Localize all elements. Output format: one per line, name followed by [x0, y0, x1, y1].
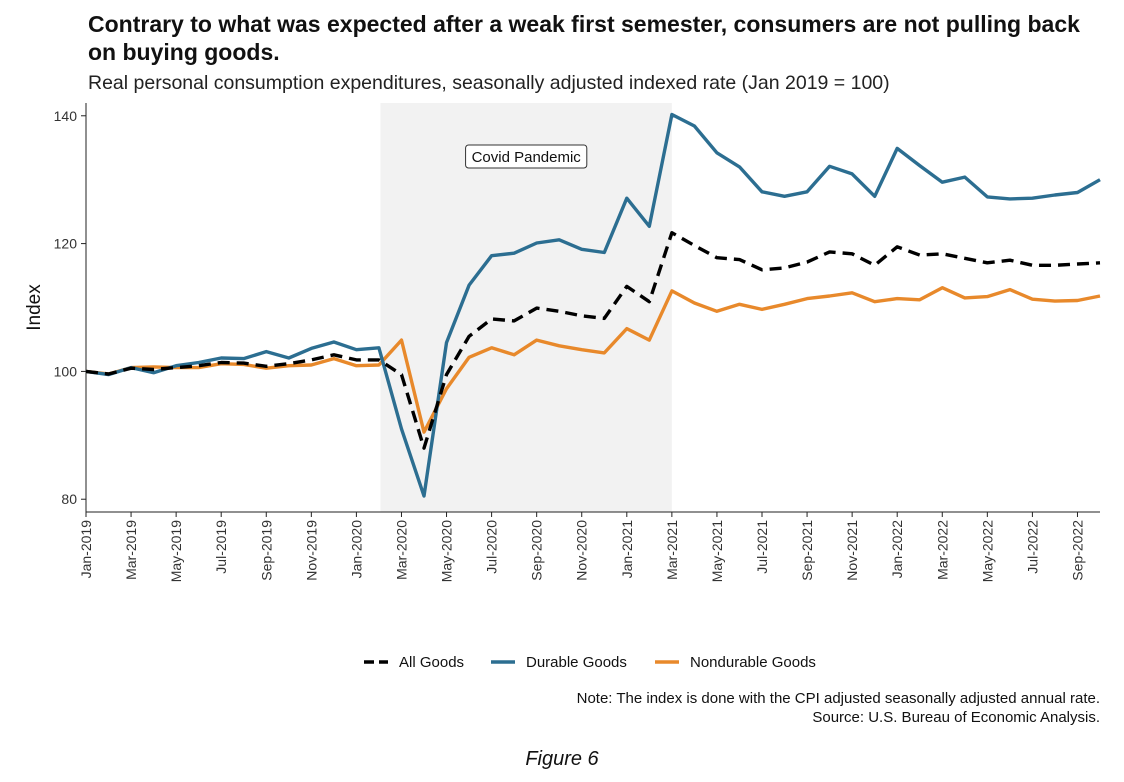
- x-tick-label: May-2021: [709, 520, 725, 582]
- chart-title: Contrary to what was expected after a we…: [88, 11, 1080, 65]
- covid-annotation-label: Covid Pandemic: [472, 149, 582, 166]
- x-tick-label: May-2019: [168, 520, 184, 582]
- x-tick-label: Mar-2021: [664, 520, 680, 580]
- x-tick-label: Jul-2021: [754, 520, 770, 574]
- x-tick-label: Jan-2020: [348, 520, 364, 579]
- y-tick-label: 80: [61, 491, 77, 507]
- x-tick-label: Nov-2020: [574, 520, 590, 581]
- y-axis-title: Index: [24, 284, 45, 331]
- legend-label-durable-goods: Durable Goods: [526, 654, 627, 671]
- covid-annotation-box: [465, 144, 588, 169]
- note-text: Note: The index is done with the CPI adj…: [576, 690, 1100, 707]
- source-text: Source: U.S. Bureau of Economic Analysis…: [812, 709, 1100, 726]
- x-tick-label: Sep-2021: [799, 520, 815, 581]
- y-tick-label: 100: [54, 363, 78, 379]
- covid-shaded-region: [380, 103, 672, 512]
- x-tick-label: Jan-2019: [78, 520, 94, 579]
- x-tick-label: Mar-2022: [934, 520, 950, 580]
- series-line-nondurable-goods: [85, 286, 1101, 434]
- y-tick-label: 120: [54, 236, 78, 252]
- x-tick-label: Mar-2020: [393, 520, 409, 580]
- legend-label-nondurable-goods: Nondurable Goods: [690, 654, 816, 671]
- x-tick-label: Jul-2022: [1024, 520, 1040, 574]
- chart-subtitle: Real personal consumption expenditures, …: [88, 72, 890, 94]
- x-tick-label: Nov-2021: [844, 520, 860, 581]
- x-tick-label: Jul-2020: [484, 520, 500, 574]
- legend-label-all-goods: All Goods: [399, 654, 464, 671]
- x-tick-label: Jan-2021: [619, 520, 635, 579]
- x-tick-label: Sep-2019: [258, 520, 274, 581]
- x-tick-label: Mar-2019: [123, 520, 139, 580]
- x-tick-label: Sep-2020: [529, 520, 545, 581]
- x-tick-label: Nov-2019: [303, 520, 319, 581]
- y-tick-label: 140: [54, 108, 78, 124]
- series-line-all-goods: [85, 230, 1101, 450]
- x-tick-label: Jan-2022: [889, 520, 905, 579]
- figure-caption: Figure 6: [525, 748, 599, 770]
- chart-note: Note: The index is done with the CPI adj…: [577, 689, 1100, 727]
- x-tick-label: May-2020: [439, 520, 455, 582]
- series-line-durable-goods: [85, 112, 1101, 498]
- x-tick-label: May-2022: [979, 520, 995, 582]
- x-tick-label: Sep-2022: [1069, 520, 1085, 581]
- x-tick-label: Jul-2019: [213, 520, 229, 574]
